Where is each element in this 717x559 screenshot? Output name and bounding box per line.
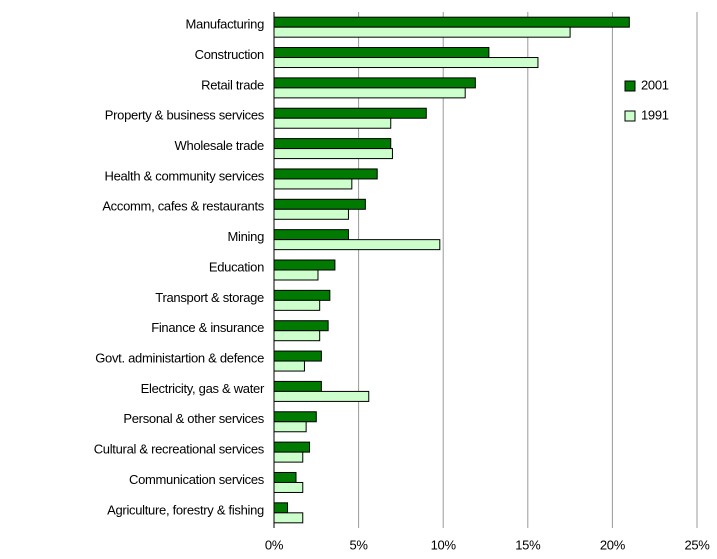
y-tick-label: Electricity, gas & water bbox=[141, 381, 265, 396]
bar bbox=[273, 481, 304, 493]
bar bbox=[273, 239, 441, 251]
y-tick-label: Manufacturing bbox=[186, 17, 265, 32]
bar bbox=[273, 380, 322, 392]
x-tick-label: 15% bbox=[515, 537, 541, 552]
x-tick-label: 0% bbox=[265, 537, 284, 552]
x-tick-label: 10% bbox=[431, 537, 457, 552]
y-tick-label: Health & community services bbox=[104, 168, 264, 183]
bar bbox=[273, 330, 321, 342]
bar bbox=[273, 47, 490, 59]
bar bbox=[273, 208, 349, 220]
legend-label: 2001 bbox=[641, 77, 669, 92]
bar bbox=[273, 471, 297, 483]
bar bbox=[273, 451, 304, 463]
bar bbox=[273, 107, 427, 119]
bar bbox=[273, 148, 393, 160]
y-tick-label: Cultural & recreational services bbox=[94, 442, 265, 457]
bar bbox=[273, 421, 307, 433]
bar bbox=[273, 512, 304, 524]
bar bbox=[273, 57, 539, 69]
bar bbox=[273, 441, 311, 453]
y-tick-label: Mining bbox=[228, 229, 265, 244]
bar bbox=[273, 77, 476, 89]
legend-swatch bbox=[624, 80, 636, 92]
y-tick-label: Communication services bbox=[129, 472, 265, 487]
y-tick-label: Govt. administartion & defence bbox=[95, 350, 264, 365]
bar bbox=[273, 138, 392, 150]
y-tick-label: Construction bbox=[195, 47, 264, 62]
y-tick-label: Agriculture, forestry & fishing bbox=[107, 502, 264, 517]
legend-swatch bbox=[624, 110, 636, 122]
bar bbox=[273, 502, 289, 514]
bar bbox=[273, 117, 392, 129]
x-tick-label: 5% bbox=[349, 537, 368, 552]
y-tick-label: Transport & storage bbox=[155, 290, 264, 305]
y-tick-label: Education bbox=[209, 259, 264, 274]
bar bbox=[273, 178, 353, 190]
bar bbox=[273, 26, 571, 38]
y-tick-label: Wholesale trade bbox=[175, 138, 265, 153]
x-tick-label: 25% bbox=[684, 537, 710, 552]
bar bbox=[273, 390, 370, 402]
bar bbox=[273, 411, 317, 423]
bar bbox=[273, 299, 321, 311]
bar bbox=[273, 350, 322, 362]
y-tick-label: Finance & insurance bbox=[151, 320, 264, 335]
legend-label: 1991 bbox=[641, 107, 669, 122]
x-tick-label: 20% bbox=[600, 537, 626, 552]
bar bbox=[273, 360, 305, 372]
y-tick-label: Personal & other services bbox=[123, 411, 264, 426]
y-tick-label: Retail trade bbox=[201, 77, 264, 92]
bar bbox=[273, 259, 336, 271]
bar bbox=[273, 16, 630, 28]
y-tick-label: Accomm, cafes & restaurants bbox=[102, 199, 264, 214]
bar bbox=[273, 198, 366, 210]
bar bbox=[273, 269, 319, 281]
bar bbox=[273, 168, 378, 180]
bar bbox=[273, 289, 331, 301]
bar bbox=[273, 87, 466, 99]
bar bbox=[273, 229, 349, 241]
bar bbox=[273, 320, 329, 332]
y-tick-label: Property & business services bbox=[105, 108, 265, 123]
